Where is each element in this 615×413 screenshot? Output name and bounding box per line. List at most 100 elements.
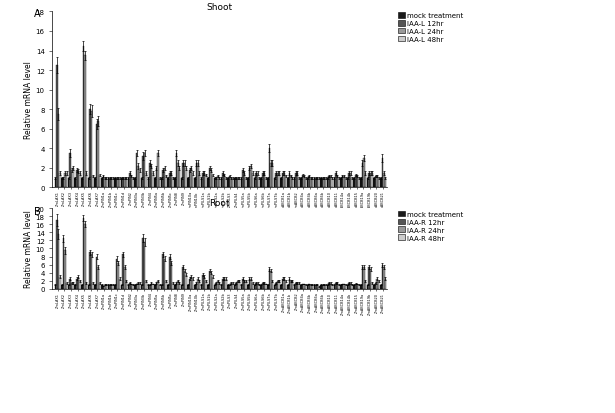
Bar — [81, 285, 82, 289]
Bar — [296, 173, 298, 188]
Bar — [312, 178, 313, 188]
Bar — [79, 281, 81, 289]
Bar — [116, 259, 117, 289]
Bar — [375, 176, 376, 188]
Bar — [225, 279, 227, 289]
Bar — [322, 285, 323, 289]
Bar — [56, 221, 58, 289]
Bar — [242, 170, 244, 188]
Bar — [167, 178, 169, 188]
Bar — [323, 285, 325, 289]
Bar — [210, 170, 212, 188]
Bar — [97, 121, 99, 188]
Bar — [209, 169, 210, 188]
Bar — [287, 178, 288, 188]
Bar — [191, 169, 192, 188]
Bar — [345, 285, 346, 289]
Bar — [298, 283, 300, 289]
Bar — [265, 284, 266, 289]
Bar — [276, 283, 277, 289]
Bar — [151, 283, 152, 289]
Bar — [305, 285, 306, 289]
Bar — [331, 178, 333, 188]
Bar — [331, 285, 333, 289]
Bar — [76, 279, 77, 289]
Bar — [317, 285, 318, 289]
Bar — [129, 283, 130, 289]
Bar — [204, 277, 205, 289]
Bar — [151, 166, 152, 188]
Bar — [74, 285, 76, 289]
Bar — [358, 178, 360, 188]
Bar — [292, 178, 293, 188]
Bar — [124, 267, 125, 289]
Bar — [343, 284, 345, 289]
Bar — [237, 178, 239, 188]
Bar — [117, 263, 119, 289]
Bar — [254, 285, 255, 289]
Bar — [317, 178, 318, 188]
Bar — [91, 112, 92, 188]
Bar — [342, 284, 343, 289]
Bar — [265, 178, 266, 188]
Bar — [81, 178, 82, 188]
Bar — [348, 173, 350, 188]
Bar — [79, 173, 81, 188]
Bar — [176, 154, 177, 188]
Bar — [333, 178, 335, 188]
Bar — [345, 178, 346, 188]
Bar — [325, 285, 327, 289]
Bar — [114, 178, 116, 188]
Bar — [95, 285, 96, 289]
Bar — [111, 178, 113, 188]
Bar — [318, 178, 320, 188]
Bar — [360, 178, 362, 188]
Bar — [252, 283, 253, 289]
Bar — [69, 279, 71, 289]
Bar — [368, 267, 370, 289]
Bar — [373, 285, 375, 289]
Bar — [381, 265, 383, 289]
Bar — [63, 239, 64, 289]
Bar — [111, 285, 113, 289]
Bar — [192, 279, 194, 289]
Bar — [307, 285, 309, 289]
Bar — [194, 178, 196, 188]
Y-axis label: Relative mRNA level: Relative mRNA level — [24, 210, 33, 288]
Bar — [174, 285, 176, 289]
Bar — [305, 178, 306, 188]
Bar — [229, 176, 230, 188]
Bar — [234, 285, 236, 289]
Bar — [336, 176, 338, 188]
Bar — [74, 178, 76, 188]
Bar — [179, 169, 180, 188]
Bar — [210, 273, 212, 289]
Bar — [276, 173, 277, 188]
Bar — [143, 239, 144, 289]
Bar — [146, 173, 147, 188]
Bar — [69, 154, 71, 188]
Bar — [214, 285, 215, 289]
Bar — [185, 169, 187, 188]
Bar — [320, 178, 322, 188]
Bar — [367, 285, 368, 289]
Bar — [63, 178, 64, 188]
Bar — [66, 283, 67, 289]
Bar — [66, 173, 67, 188]
Bar — [258, 285, 260, 289]
Bar — [239, 281, 240, 289]
Bar — [73, 283, 74, 289]
Bar — [328, 283, 330, 289]
Bar — [380, 285, 381, 289]
Bar — [159, 178, 161, 188]
Bar — [91, 255, 92, 289]
Bar — [357, 176, 358, 188]
Bar — [244, 281, 245, 289]
Bar — [139, 170, 140, 188]
Bar — [215, 178, 217, 188]
Bar — [152, 284, 154, 289]
Bar — [274, 178, 276, 188]
Bar — [114, 285, 116, 289]
Bar — [73, 169, 74, 188]
Bar — [302, 175, 303, 188]
